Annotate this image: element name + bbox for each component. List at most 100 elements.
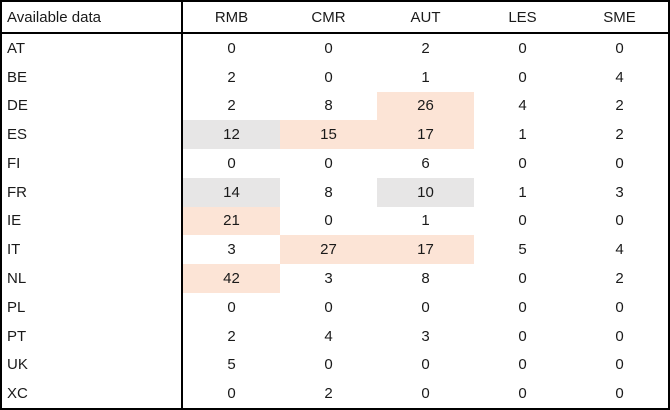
- table-cell: 0: [227, 385, 236, 403]
- table-cell: 2: [324, 385, 333, 403]
- table-cell: 0: [615, 385, 624, 403]
- table-cell: 0: [615, 356, 624, 374]
- table-row-pt: PT 2 4 3 0 0: [2, 321, 668, 351]
- row-label: PL: [2, 292, 183, 322]
- table-cell: 4: [518, 97, 527, 115]
- table-row-ie: IE 21 0 1 0 0: [2, 206, 668, 236]
- column-header-rmb: RMB: [214, 8, 249, 26]
- table-cell: 0: [421, 298, 430, 316]
- table-cell: 0: [518, 68, 527, 86]
- table-cell: 15: [280, 120, 377, 150]
- table-cell: 17: [377, 120, 474, 150]
- column-header-les: LES: [508, 8, 537, 26]
- table-cell: 0: [615, 39, 624, 57]
- table-cell: 4: [615, 68, 624, 86]
- table-row-xc: XC 0 2 0 0 0: [2, 379, 668, 408]
- table-cell: 0: [227, 298, 236, 316]
- table-cell: 12: [183, 120, 280, 150]
- table-cell: 5: [518, 241, 527, 259]
- table-cell: 0: [324, 154, 333, 172]
- table-cell: 2: [421, 39, 430, 57]
- table-cell: 14: [183, 177, 280, 207]
- table-row-be: BE 2 0 1 0 4: [2, 62, 668, 92]
- row-label: BE: [2, 62, 183, 92]
- column-header-sme: SME: [603, 8, 636, 26]
- row-label: NL: [2, 264, 183, 293]
- row-label: IT: [2, 235, 183, 265]
- table-cell: 0: [324, 39, 333, 57]
- column-header-aut: AUT: [410, 8, 441, 26]
- table-cell: 27: [280, 235, 377, 265]
- column-headers: RMB CMR AUT LES SME: [183, 2, 668, 32]
- table-cell: 3: [615, 183, 624, 201]
- table-cell: 0: [518, 298, 527, 316]
- column-header-cmr: CMR: [311, 8, 346, 26]
- table-cell: 0: [615, 154, 624, 172]
- table-cell: 0: [421, 356, 430, 374]
- row-label: XC: [2, 379, 183, 408]
- table-row-es: ES 12 15 17 1 2: [2, 120, 668, 150]
- table-cell: 2: [615, 126, 624, 144]
- table-cell: 2: [227, 97, 236, 115]
- table-row-nl: NL 42 3 8 0 2: [2, 264, 668, 293]
- table-cell: 8: [421, 270, 430, 287]
- table-cell: 0: [227, 154, 236, 172]
- table-cell: 3: [227, 241, 236, 259]
- row-label: PT: [2, 321, 183, 351]
- row-label: FR: [2, 177, 183, 207]
- table-row-it: IT 3 27 17 5 4: [2, 235, 668, 265]
- table-cell: 4: [324, 327, 333, 345]
- table-cell: 0: [227, 39, 236, 57]
- table-cell: 0: [615, 298, 624, 316]
- corner-header-label: Available data: [2, 2, 183, 32]
- row-label: IE: [2, 206, 183, 236]
- table-row-at: AT 0 0 2 0 0: [2, 34, 668, 63]
- table-row-de: DE 2 8 26 4 2: [2, 91, 668, 121]
- table-cell: 0: [421, 385, 430, 403]
- table-cell: 8: [324, 183, 333, 201]
- table-cell: 1: [518, 126, 527, 144]
- table-cell: 0: [615, 212, 624, 230]
- table-cell: 0: [324, 298, 333, 316]
- table-cell: 17: [377, 235, 474, 265]
- table-row-fr: FR 14 8 10 1 3: [2, 177, 668, 207]
- table-row-pl: PL 0 0 0 0 0: [2, 292, 668, 322]
- table-cell: 2: [227, 327, 236, 345]
- table-cell: 0: [518, 270, 527, 287]
- table-cell: 0: [324, 356, 333, 374]
- table-cell: 2: [615, 270, 624, 287]
- table-cell: 1: [421, 68, 430, 86]
- table-cell: 0: [518, 154, 527, 172]
- table-cell: 0: [518, 385, 527, 403]
- table-cell: 2: [227, 68, 236, 86]
- table-cell: 4: [615, 241, 624, 259]
- table-cell: 3: [324, 270, 333, 287]
- table-cell: 42: [183, 264, 280, 293]
- table-cell: 3: [421, 327, 430, 345]
- table-cell: 0: [324, 68, 333, 86]
- table-body: AT 0 0 2 0 0 BE 2 0 1 0 4 DE 2 8 26 4 2 ES 12 15 17 1 2 FI 0 0 6 0 0 F…: [2, 34, 668, 408]
- table-cell: 5: [227, 356, 236, 374]
- table-row-fi: FI 0 0 6 0 0: [2, 149, 668, 178]
- table-cell: 1: [518, 183, 527, 201]
- table-cell: 0: [518, 327, 527, 345]
- table-cell: 10: [377, 177, 474, 207]
- table-cell: 0: [324, 212, 333, 230]
- table-row-uk: UK 5 0 0 0 0: [2, 350, 668, 380]
- table-cell: 0: [518, 356, 527, 374]
- table-cell: 0: [518, 212, 527, 230]
- table-cell: 0: [615, 327, 624, 345]
- table-header-row: Available data RMB CMR AUT LES SME: [2, 2, 668, 34]
- table-cell: 1: [421, 212, 430, 230]
- table-cell: 0: [518, 39, 527, 57]
- table-cell: 8: [324, 97, 333, 115]
- table-cell: 6: [421, 154, 430, 172]
- table-cell: 2: [615, 97, 624, 115]
- table-cell: 21: [183, 206, 280, 236]
- row-label: AT: [2, 34, 183, 63]
- table-cell: 26: [377, 91, 474, 121]
- row-label: ES: [2, 120, 183, 150]
- row-label: DE: [2, 91, 183, 121]
- row-label: UK: [2, 350, 183, 380]
